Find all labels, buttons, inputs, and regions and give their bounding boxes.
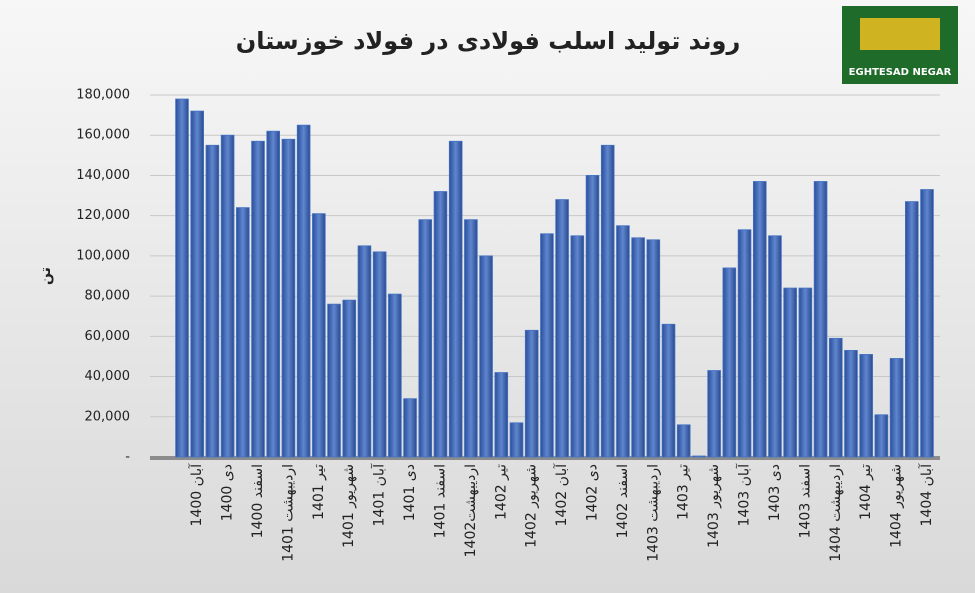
x-tick-label: تیر 1403 xyxy=(676,464,692,520)
bar xyxy=(205,144,220,458)
bar xyxy=(600,144,615,458)
bar xyxy=(707,370,721,458)
x-tick-label: اردیبهشت 1401 xyxy=(280,464,296,562)
x-tick-label: اسفند 1400 xyxy=(250,464,266,538)
x-tick-label: اسفند 1403 xyxy=(797,464,813,538)
bar xyxy=(555,199,569,458)
bar xyxy=(509,422,524,458)
bar xyxy=(905,201,919,458)
bar xyxy=(540,233,554,458)
bar xyxy=(220,134,235,458)
x-tick-label: آبان 1403 xyxy=(736,463,753,527)
logo-text: EGHTESAD NEGAR xyxy=(849,67,952,78)
bar xyxy=(524,329,539,458)
bar xyxy=(403,398,417,458)
bar xyxy=(388,293,402,458)
bar xyxy=(266,130,281,458)
y-tick-label: 20,000 xyxy=(85,409,131,424)
x-tick-label: اسفند 1401 xyxy=(432,464,448,538)
x-tick-label: دی 1401 xyxy=(402,464,418,521)
bar xyxy=(342,299,357,458)
bar xyxy=(844,350,858,458)
y-axis-label: تن xyxy=(38,267,54,285)
bar xyxy=(236,207,250,458)
bar xyxy=(281,138,296,458)
bar xyxy=(494,372,509,458)
logo-mark xyxy=(860,18,940,50)
x-tick-label: آبان 1401 xyxy=(371,463,388,527)
x-tick-label: تیر 1401 xyxy=(311,464,327,520)
bar xyxy=(874,414,889,458)
x-tick-label: آبان 1404 xyxy=(918,463,935,527)
bar xyxy=(616,225,630,458)
bar xyxy=(570,235,585,458)
x-tick-label: آبان 1402 xyxy=(553,463,570,527)
bar xyxy=(783,287,797,458)
x-tick-label: دی 1402 xyxy=(585,464,601,521)
x-tick-label: شهریور 1403 xyxy=(706,464,722,548)
bar xyxy=(479,255,493,458)
y-tick-label: 60,000 xyxy=(85,329,131,344)
floor xyxy=(150,456,940,460)
bar xyxy=(190,110,204,458)
bar xyxy=(737,229,752,458)
bar xyxy=(464,219,478,458)
bar xyxy=(175,98,189,458)
bar xyxy=(418,219,433,458)
x-tick-label: شهریور 1402 xyxy=(524,464,540,548)
x-tick-label: دی 1403 xyxy=(767,464,783,521)
x-tick-label: تیر 1404 xyxy=(858,464,874,520)
y-tick-label: 100,000 xyxy=(76,248,130,263)
bar xyxy=(920,189,934,458)
bar xyxy=(676,424,691,458)
bar xyxy=(357,245,372,458)
bar xyxy=(889,358,904,458)
bar xyxy=(372,251,387,458)
bar xyxy=(692,455,706,458)
x-tick-label: آبان 1400 xyxy=(188,463,205,527)
y-tick-label: 120,000 xyxy=(76,208,130,223)
bar xyxy=(585,175,600,458)
x-tick-label: اردیبهشت 1404 xyxy=(828,464,844,562)
y-tick-label: 140,000 xyxy=(76,168,130,183)
bar xyxy=(646,239,661,458)
x-tick-label: دی 1400 xyxy=(220,464,236,521)
x-tick-label: تیر 1402 xyxy=(493,464,509,520)
bar xyxy=(296,124,311,458)
y-tick-label: 80,000 xyxy=(85,289,131,304)
y-tick-label: 40,000 xyxy=(85,369,131,384)
bar xyxy=(722,267,737,458)
bar xyxy=(752,181,767,458)
bar xyxy=(433,191,448,458)
bar xyxy=(661,323,676,458)
x-tick-label: اردیبهشت 1403 xyxy=(645,464,661,562)
bar xyxy=(798,287,813,458)
bar xyxy=(813,181,828,458)
bar xyxy=(828,337,843,458)
x-tick-label: اسفند 1402 xyxy=(615,464,631,538)
x-tick-label: اردیبهشت1402 xyxy=(463,464,479,557)
bar xyxy=(448,140,463,458)
y-tick-label: - xyxy=(125,450,130,465)
bar xyxy=(251,140,265,458)
bar xyxy=(631,237,645,458)
bar xyxy=(312,213,326,458)
y-tick-label: 160,000 xyxy=(76,128,130,143)
bar xyxy=(327,303,341,458)
bar xyxy=(768,235,782,458)
x-tick-label: شهریور 1401 xyxy=(341,464,357,548)
chart-title: روند تولید اسلب فولادی در فولاد خوزستان xyxy=(236,27,741,55)
bar xyxy=(859,354,873,458)
y-tick-label: 180,000 xyxy=(76,88,130,103)
x-tick-label: شهریور 1404 xyxy=(889,464,905,548)
